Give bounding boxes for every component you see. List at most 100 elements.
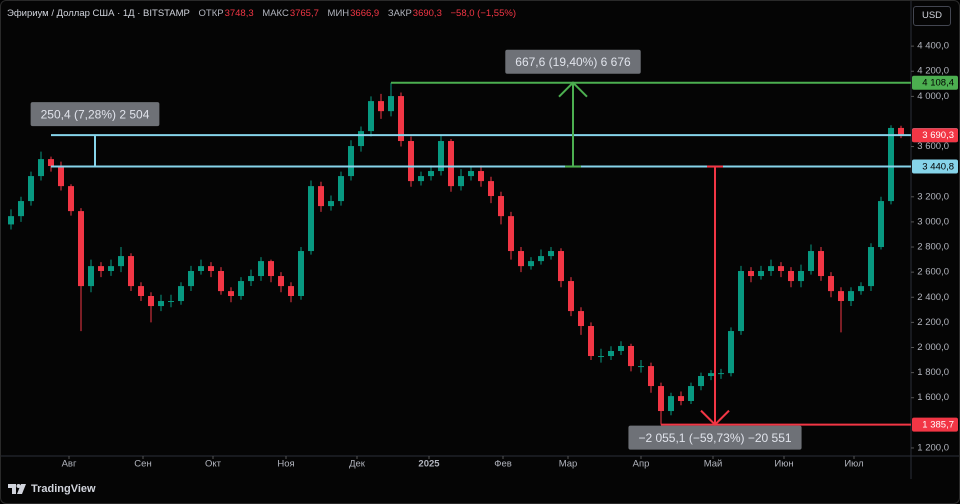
candle-body [238,281,244,297]
brand: TradingView [7,483,96,495]
y-tick-label: 4 200,0 [917,66,949,77]
candle-body [408,141,414,182]
candle-body [568,281,574,312]
candle-body [218,271,224,292]
x-tick-label: Сен [134,459,151,470]
candle-body [298,251,304,297]
candle-body [308,186,314,252]
candle-body [648,366,654,387]
y-tick-label: 3 000,0 [917,216,949,227]
candle-body [108,266,114,272]
candle-body [208,266,214,272]
x-tick-label: Фев [494,459,512,470]
candle-body [188,271,194,287]
candle-body [758,271,764,277]
x-tick-label: Ноя [277,459,294,470]
candle-body [78,211,84,287]
candle-body [818,251,824,277]
candle-body [458,176,464,187]
candle-body [548,251,554,257]
candle-body [588,326,594,357]
y-tick-label: 3 600,0 [917,141,949,152]
y-tick-label: 3 200,0 [917,191,949,202]
measure-label-text: 667,6 (19,40%) 6 676 [515,55,631,69]
candle-body [488,181,494,197]
candle-body [8,216,14,225]
candle-body [868,247,874,287]
candle-body [728,331,734,374]
candle-body [18,201,24,217]
candle-body [738,271,744,332]
candle-body [428,171,434,177]
candle-body [468,171,474,177]
change: −58,0 (−1,55%) [450,8,517,19]
measure-label-bg [30,102,160,127]
candle-body [788,271,794,282]
candle-body [258,261,264,277]
ohlc-label: МАКС [262,8,289,19]
candle-body [398,96,404,142]
ohlc-label: ОТКР [198,8,224,19]
candle-body [418,176,424,182]
candle-body [528,261,534,267]
price-label-bg [912,417,958,432]
candle-body [168,301,174,303]
candle-body [198,266,204,272]
candle-body [898,127,904,136]
x-tick-label: 2025 [418,459,440,470]
price-label: 3 440,8 [922,162,954,173]
candle-body [358,131,364,147]
candle-body [578,311,584,327]
y-tick-label: 2 200,0 [917,317,949,328]
candle-body [268,261,274,277]
candle-body [638,366,644,368]
candle-body [718,373,724,375]
candle-body [158,301,164,307]
measure-label-bg [628,425,802,450]
brand-logo [8,484,26,494]
candle-body [858,286,864,292]
candle-body [328,201,334,207]
ohlc-value: 3765,7 [289,8,319,19]
candle-body [658,386,664,412]
candle-body [248,276,254,282]
candle-body [118,256,124,267]
candle-body [678,396,684,401]
ohlc-label: ЗАКР [387,8,412,19]
candle-body [628,345,634,367]
symbol-title: Эфириум / Доллар США · 1Д · BITSTAMP [7,8,190,19]
y-tick-label: 2 000,0 [917,342,949,353]
candle-body [808,251,814,272]
candle-body [838,291,844,302]
ohlc-value: 3666,9 [350,8,380,19]
x-tick-label: Июн [774,459,793,470]
candle-body [288,286,294,297]
price-label-bg [912,159,958,174]
brand-name: TradingView [31,483,96,495]
measure-arrowhead [558,81,588,98]
candle-body [448,141,454,187]
candle-body [148,296,154,307]
chart: 4 400,0 4 200,0 4 000,0 3 600,0 3 200,0 3 000… [1,1,959,479]
candle-body [768,266,774,272]
candle-body [558,251,564,282]
measure-label: 250,4 (7,28%) 2 504 [30,102,160,127]
candle-body [88,266,94,287]
x-tick-label: Окт [205,459,222,470]
candle-body [618,345,624,352]
candle-body [778,266,784,272]
candle-body [128,256,134,287]
y-tick-label: 2 400,0 [917,292,949,303]
price-label: 4 108,4 [922,78,954,89]
measure-label: 667,6 (19,40%) 6 676 [505,49,641,74]
ohlc-value: 3748,3 [224,8,254,19]
x-tick-label: Авг [62,459,77,470]
candle-body [688,386,694,401]
candle-body [478,171,484,182]
measure-label-text: −2 055,1 (−59,73%) −20 551 [638,431,791,445]
candle-body [518,251,524,267]
x-tick-label: Мар [559,459,578,470]
price-label-bg [912,128,958,143]
currency-button[interactable]: USD [913,6,951,26]
